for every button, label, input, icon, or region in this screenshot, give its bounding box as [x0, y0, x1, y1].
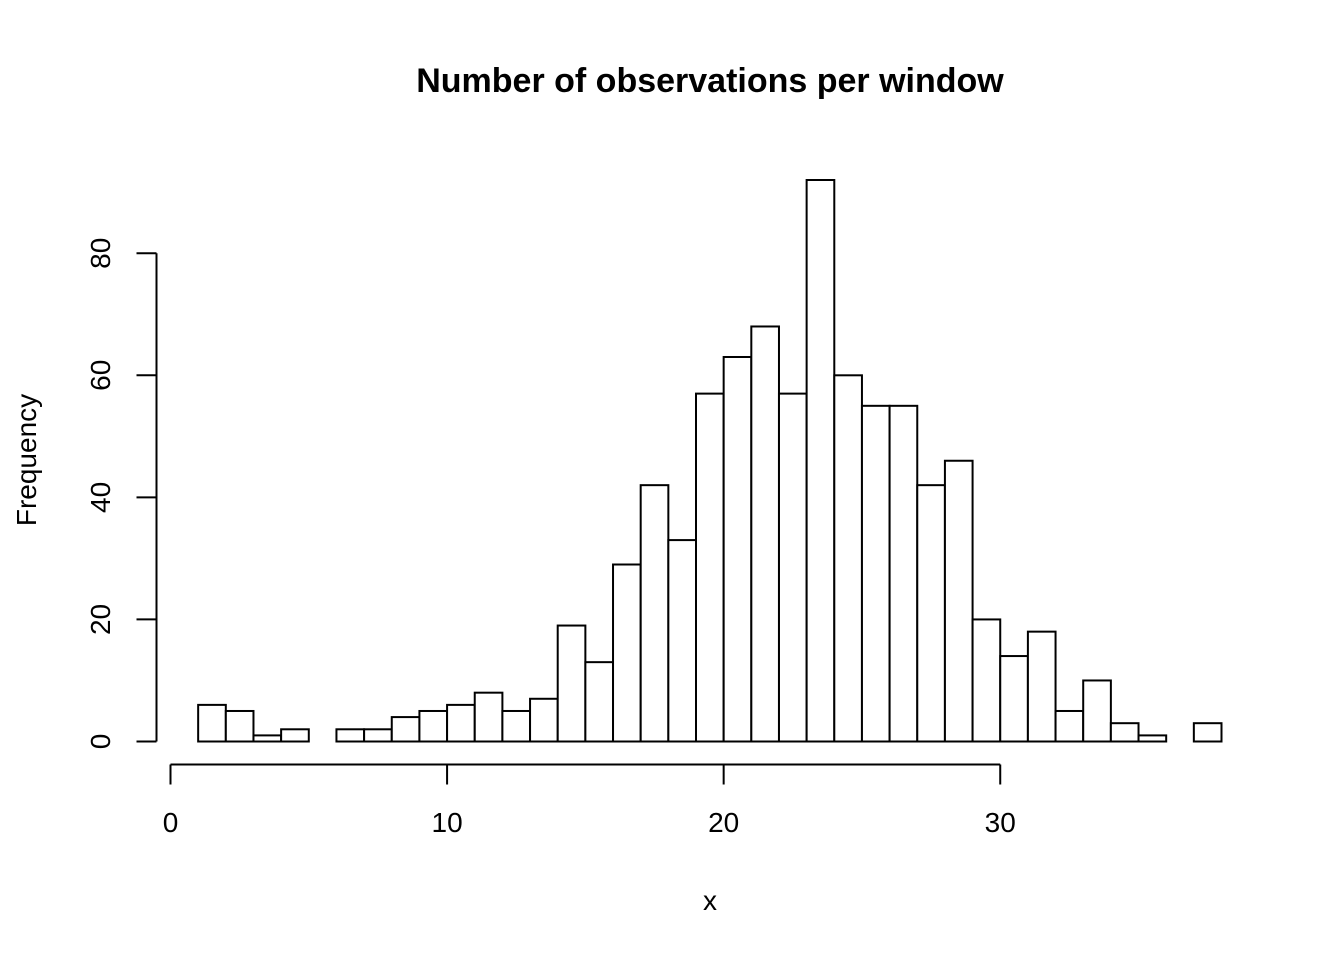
histogram-bar-20 — [750, 325, 780, 743]
histogram-bar-0 — [197, 703, 227, 743]
histogram-bar-22 — [805, 179, 836, 743]
histogram-bar-1 — [224, 709, 255, 743]
y-tick-label-4: 80 — [85, 238, 116, 269]
chart-title: Number of observations per window — [416, 62, 1004, 100]
y-tick-label-1: 20 — [85, 604, 116, 635]
histogram-bar-9 — [446, 703, 476, 743]
histogram-bar-3 — [280, 728, 310, 743]
x-tick-label-1: 10 — [432, 807, 463, 838]
y-axis-ticks: 0 20 40 60 80 — [85, 238, 157, 750]
histogram-bar-16 — [639, 484, 670, 743]
histogram-bar-25 — [888, 404, 919, 743]
histogram-bar-14 — [584, 661, 615, 743]
histogram-bar-7 — [390, 716, 421, 743]
histogram-bar-29 — [999, 655, 1029, 743]
histogram-bar-18 — [695, 392, 725, 743]
histogram-bar-19 — [722, 355, 753, 743]
y-axis: 0 20 40 60 80 — [85, 238, 158, 750]
histogram-bar-8 — [418, 709, 449, 743]
y-tick-label-3: 60 — [85, 360, 116, 391]
histogram-bar-5 — [335, 728, 366, 743]
histogram-bar-23 — [833, 374, 863, 743]
y-tick-label-0: 0 — [85, 734, 116, 750]
histogram-bar-12 — [529, 697, 559, 743]
histogram-bar-33 — [1109, 722, 1140, 743]
y-axis-label: Frequency — [11, 394, 42, 526]
x-tick-label-0: 0 — [163, 807, 179, 838]
x-tick-label-3: 30 — [985, 807, 1016, 838]
histogram-bar-34 — [1137, 734, 1168, 743]
histogram-bar-28 — [971, 618, 1002, 743]
x-tick-label-2: 20 — [708, 807, 739, 838]
histogram-bar-11 — [501, 709, 532, 743]
histogram-bar-30 — [1026, 630, 1057, 743]
histogram-bar-31 — [1054, 709, 1085, 743]
histogram-bar-24 — [860, 404, 891, 743]
x-axis: 0 10 20 30 — [163, 763, 1016, 838]
histogram-bar-26 — [916, 484, 946, 743]
histogram-bar-27 — [943, 459, 974, 743]
histogram-bar-32 — [1082, 679, 1112, 743]
histogram-bar-13 — [556, 624, 587, 743]
y-tick-label-2: 40 — [85, 482, 116, 513]
histogram-bar-17 — [667, 539, 697, 743]
x-axis-label: x — [703, 885, 717, 916]
histogram-bar-36 — [1192, 722, 1223, 743]
histogram-bar-21 — [777, 392, 808, 743]
x-axis-ticks: 0 10 20 30 — [163, 764, 1016, 838]
histogram-bar-10 — [473, 691, 504, 743]
histogram-bar-6 — [363, 728, 393, 743]
histogram-bar-15 — [612, 563, 642, 743]
histogram-bar-2 — [252, 734, 283, 743]
histogram-bars — [197, 179, 1223, 743]
